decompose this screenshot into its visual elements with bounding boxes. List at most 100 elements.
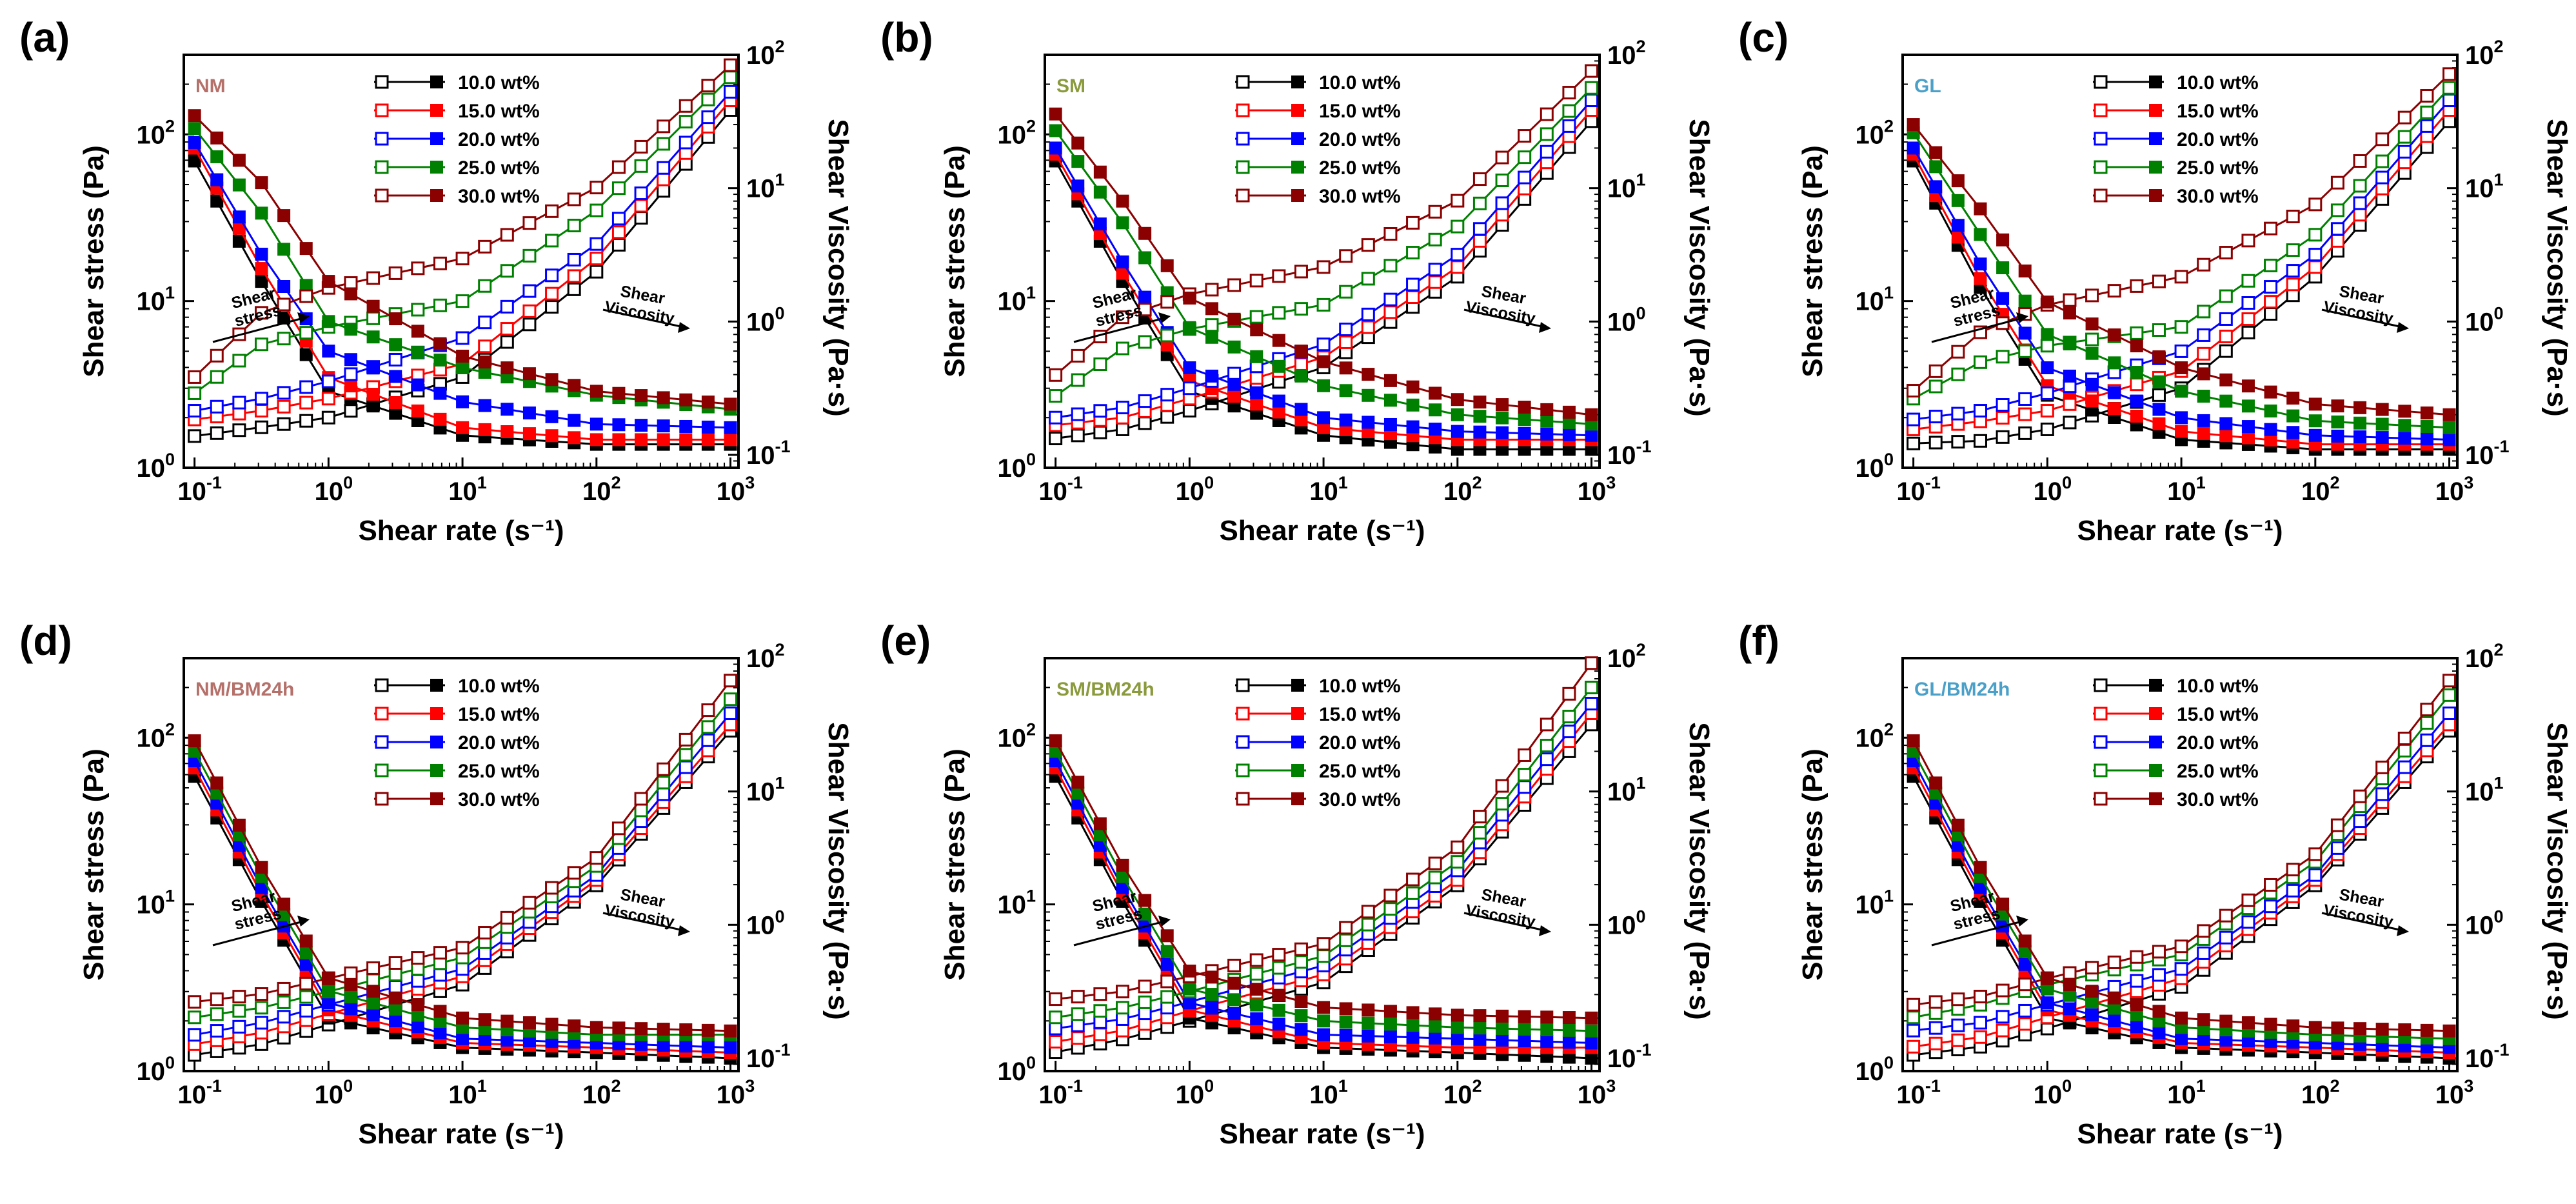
stress-point — [344, 276, 358, 290]
viscosity-point — [2085, 1008, 2099, 1021]
right-tick-label: 100 — [1607, 907, 1646, 939]
right-axis-label: Shear Viscosity (Pa·s) — [1683, 722, 1715, 1019]
legend-filled-marker — [1291, 132, 1304, 145]
viscosity-point — [2308, 397, 2322, 411]
viscosity-point — [1227, 1007, 1241, 1020]
viscosity-point — [478, 1032, 491, 1046]
viscosity-point — [1183, 291, 1196, 305]
viscosity-point — [1071, 179, 1085, 193]
viscosity-point — [366, 1008, 380, 1021]
stress-point — [679, 748, 693, 762]
stress-point — [1093, 987, 1107, 1001]
viscosity-point — [1540, 427, 1554, 441]
legend-filled-marker — [430, 736, 443, 748]
stress-point — [1049, 1021, 1063, 1036]
x-axis-ticks: 10-1 100 101 102 103 — [1038, 1061, 1616, 1109]
legend-open-marker — [2094, 188, 2108, 203]
stress-point — [2040, 386, 2054, 400]
series-200wt — [188, 707, 738, 1054]
stress-point — [277, 1010, 291, 1024]
stress-point — [611, 225, 626, 239]
stress-point — [679, 732, 693, 747]
viscosity-point — [2398, 405, 2412, 418]
series-300wt — [1907, 674, 2457, 1038]
viscosity-point — [1429, 403, 1442, 417]
legend-open-marker — [2094, 763, 2108, 778]
viscosity-point — [1227, 340, 1241, 354]
viscosity-point — [2175, 1032, 2188, 1045]
legend-label: 30.0 wt% — [1319, 186, 1401, 207]
viscosity-point — [1585, 428, 1598, 442]
viscosity-point — [210, 150, 224, 163]
x-axis-label: Shear rate (s⁻¹) — [358, 1118, 564, 1150]
stress-point — [701, 92, 715, 106]
viscosity-point — [2018, 934, 2032, 948]
viscosity-point — [1929, 776, 1943, 790]
viscosity-point — [255, 262, 268, 276]
stress-point — [1472, 196, 1487, 210]
right-tick-label: 101 — [746, 170, 785, 203]
viscosity-point — [1907, 141, 1920, 155]
stress-point — [2018, 344, 2032, 358]
viscosity-point — [1294, 369, 1308, 383]
viscosity-point — [1317, 1001, 1331, 1014]
viscosity-point — [2085, 985, 2099, 998]
left-tick-label: 102 — [1855, 116, 1894, 149]
stress-point — [590, 203, 604, 217]
stress-point — [321, 392, 335, 406]
stress-point — [2420, 105, 2434, 119]
stress-point — [2174, 939, 2188, 954]
stress-point — [1451, 260, 1465, 274]
stress-point — [1495, 196, 1509, 210]
stress-point — [188, 1010, 202, 1025]
stress-point — [1951, 435, 1965, 449]
stress-point — [1071, 1031, 1085, 1045]
stress-point — [1495, 797, 1509, 811]
viscosity-point — [478, 399, 491, 412]
stress-point — [2308, 260, 2323, 274]
viscosity-point — [2018, 294, 2032, 308]
viscosity-point — [1362, 388, 1375, 402]
stress-point — [1973, 1030, 1987, 1044]
right-axis-ticks: 10-1 100 101 102 — [2447, 37, 2510, 470]
stress-point — [500, 299, 514, 314]
viscosity-point — [232, 234, 246, 248]
legend-open-marker — [1236, 103, 1250, 117]
viscosity-point — [1272, 988, 1285, 1002]
viscosity-arrow — [1463, 308, 1545, 328]
stress-point — [411, 261, 425, 276]
plot-frame — [1901, 657, 2459, 1072]
stress-point — [724, 692, 738, 707]
viscosity-point — [366, 330, 380, 344]
series-250wt — [188, 70, 738, 416]
panel-label: (f) — [1738, 617, 1779, 664]
legend-label: 10.0 wt% — [458, 676, 540, 697]
viscosity-point — [657, 391, 670, 405]
stress-point — [2420, 716, 2434, 730]
stress-point — [2130, 950, 2144, 964]
x-tick-label: 101 — [448, 1076, 487, 1109]
stress-point — [611, 237, 626, 252]
viscosity-point — [188, 109, 201, 123]
stress-point — [1951, 406, 1965, 421]
plot-frame — [183, 657, 740, 1072]
stress-point — [2018, 1003, 2032, 1018]
stress-point — [1316, 297, 1331, 312]
stress-arrowhead — [297, 312, 310, 323]
stress-point — [1339, 921, 1353, 935]
stress-point — [321, 374, 335, 388]
legend-label: 25.0 wt% — [458, 761, 540, 782]
stress-point — [1115, 422, 1129, 436]
stress-point — [545, 300, 559, 314]
viscosity-point — [1585, 1024, 1598, 1038]
viscosity-point — [1429, 1031, 1442, 1045]
viscosity-point — [1974, 228, 1987, 241]
stress-point — [1383, 226, 1398, 241]
stress-point — [2264, 878, 2278, 892]
x-tick-label: 10-1 — [177, 1076, 222, 1109]
left-tick-label: 100 — [136, 450, 175, 483]
plot-frame — [1901, 54, 2459, 469]
viscosity-point — [1473, 1032, 1487, 1046]
stress-point — [522, 216, 537, 230]
left-tick-label: 102 — [136, 116, 175, 149]
